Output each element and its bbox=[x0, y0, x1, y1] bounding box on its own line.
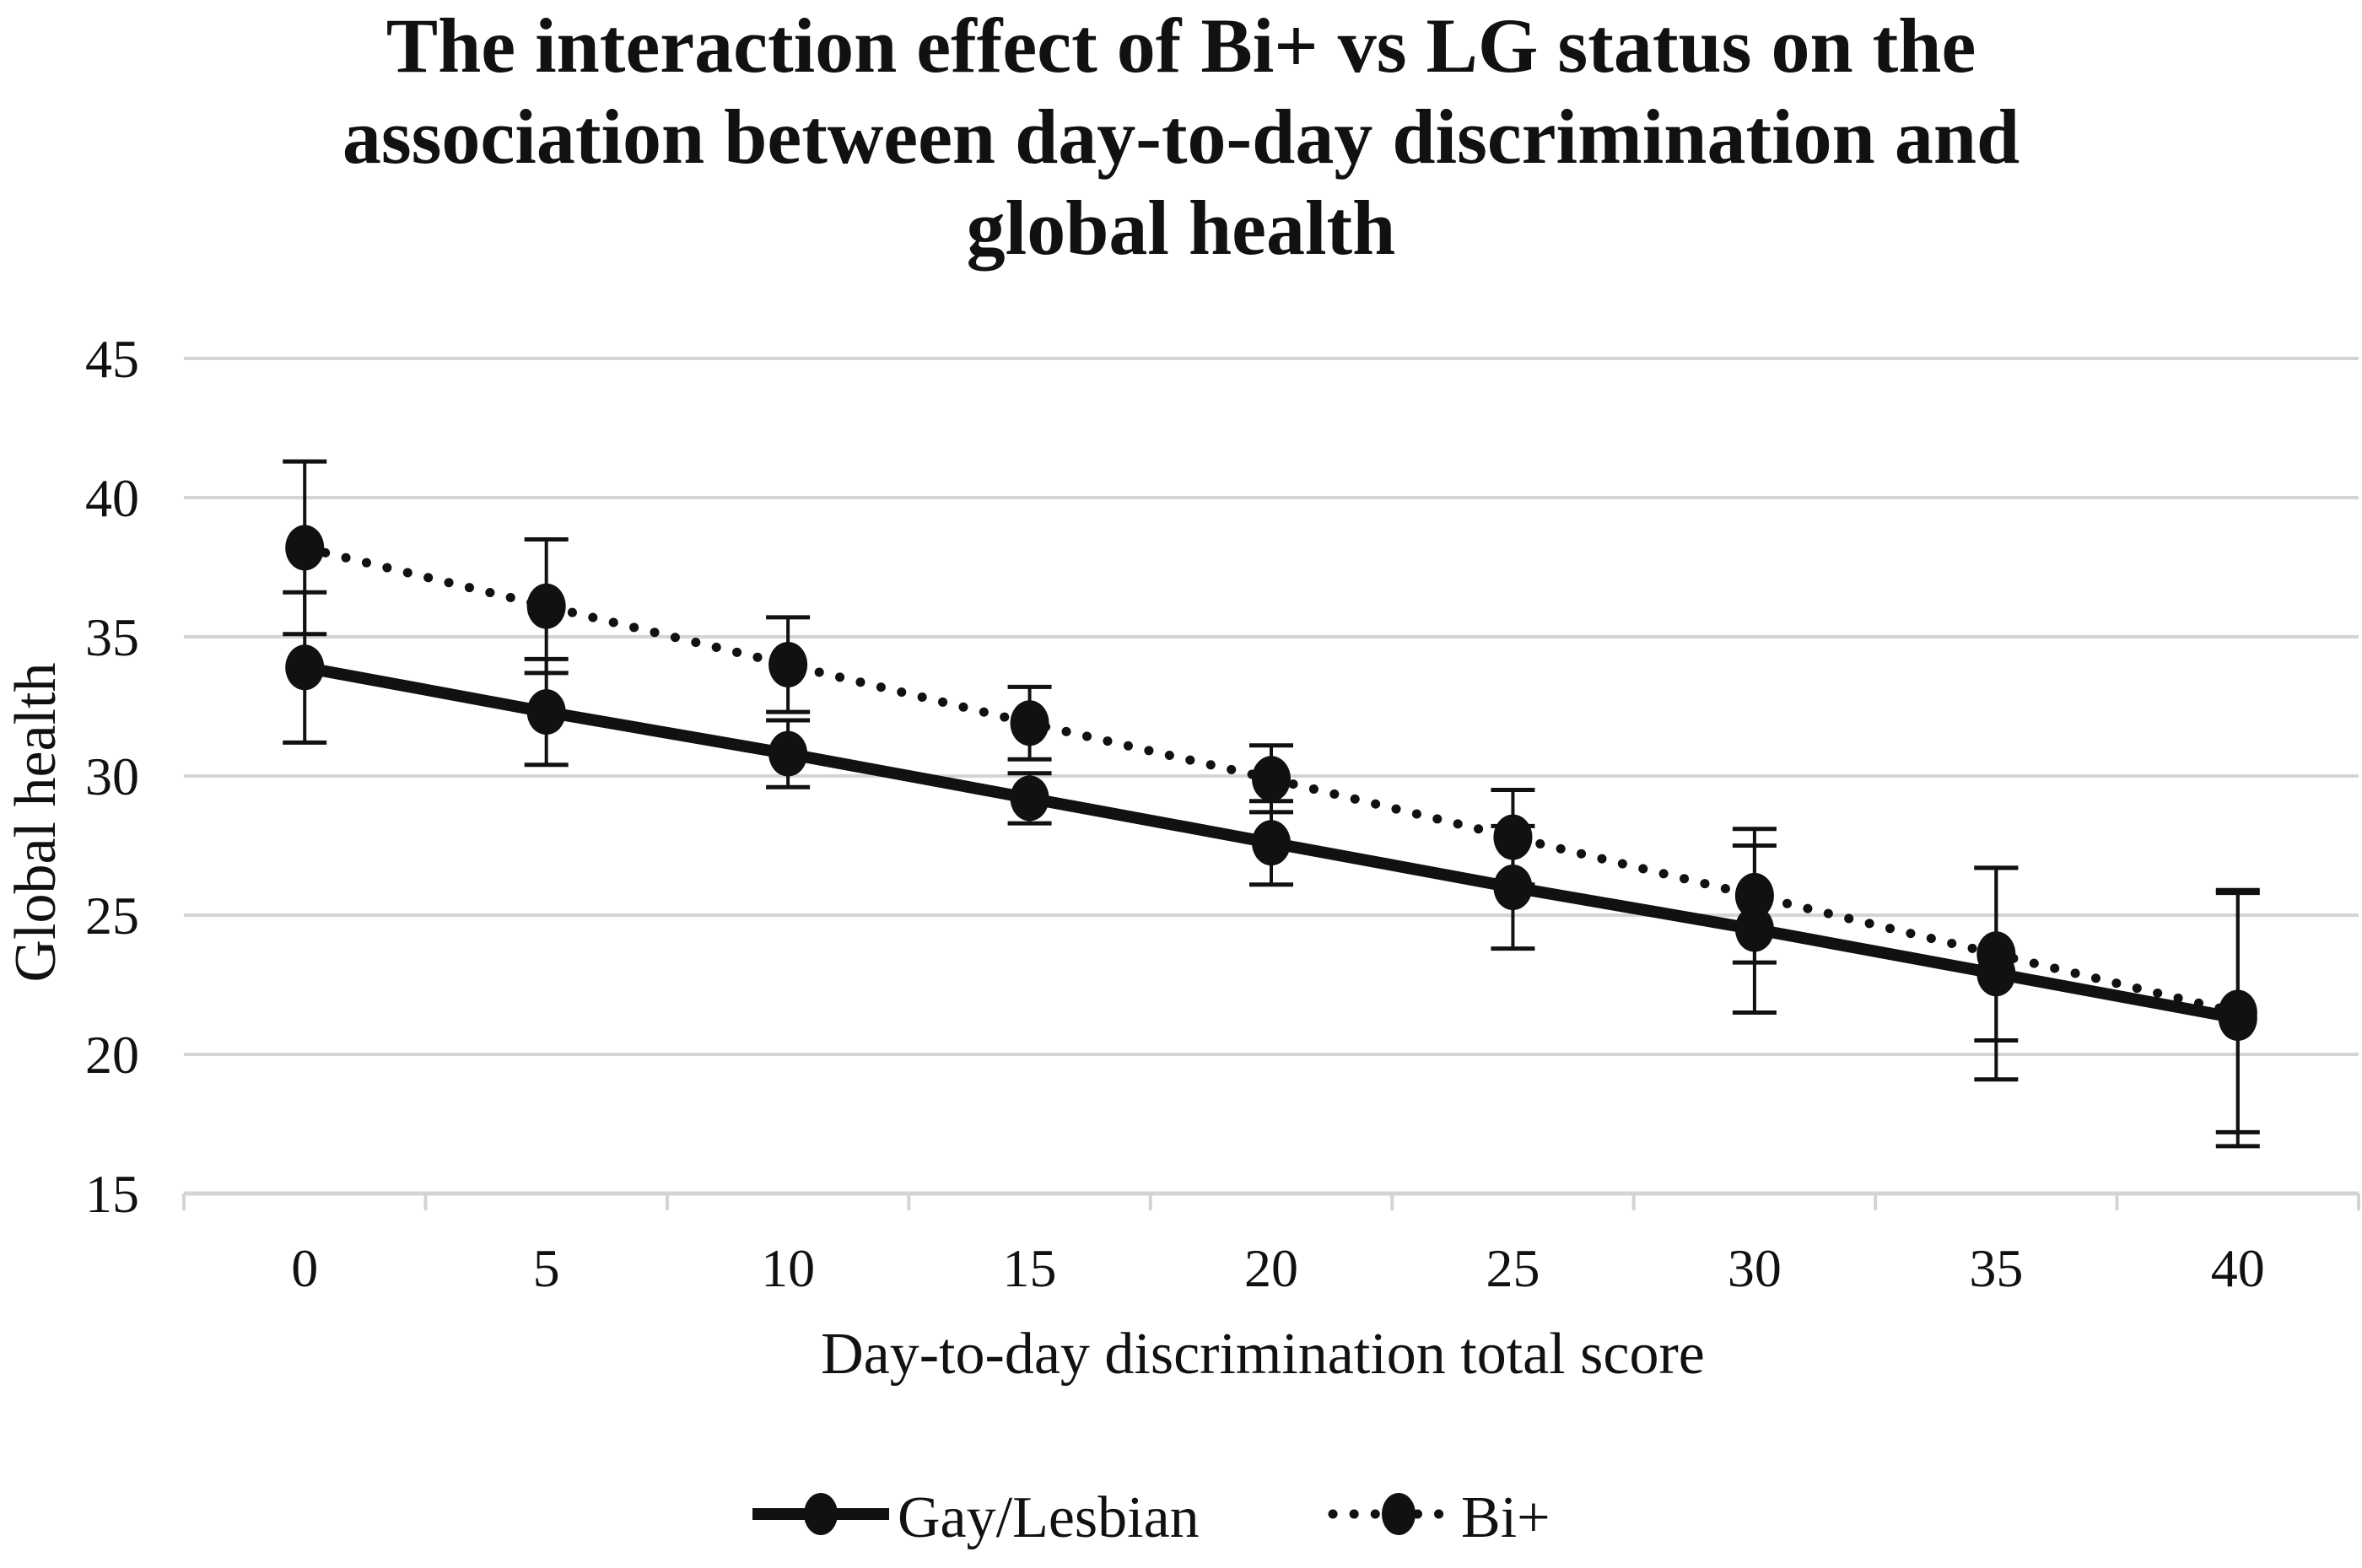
legend-item-gay-lesbian: Gay/Lesbian bbox=[752, 1485, 1200, 1550]
legend-marker bbox=[1382, 1493, 1416, 1535]
x-tick-label: 40 bbox=[2211, 1238, 2265, 1298]
data-point-bi bbox=[285, 525, 325, 571]
y-tick-label: 35 bbox=[85, 607, 139, 667]
data-point-bi bbox=[768, 642, 808, 687]
x-tick-label: 20 bbox=[1244, 1238, 1298, 1298]
x-axis-label: Day-to-day discrimination total score bbox=[821, 1322, 1705, 1387]
series-markers bbox=[285, 525, 2257, 1042]
y-tick-label: 15 bbox=[85, 1164, 139, 1224]
legend-label: Gay/Lesbian bbox=[898, 1485, 1200, 1550]
y-tick-labels: 15 20 25 30 35 40 45 bbox=[85, 329, 139, 1224]
axes bbox=[182, 1191, 2360, 1210]
chart-title: The interaction effect of Bi+ vs LG stat… bbox=[0, 0, 2362, 273]
chart-title-line-1: The interaction effect of Bi+ vs LG stat… bbox=[386, 3, 1976, 89]
data-point-gay-lesbian bbox=[768, 730, 808, 777]
data-point-gay-lesbian bbox=[1252, 820, 1291, 866]
x-tick-label: 25 bbox=[1486, 1238, 1540, 1298]
y-tick-label: 30 bbox=[85, 746, 139, 806]
data-point-bi bbox=[1734, 872, 1774, 919]
error-bars bbox=[283, 459, 2260, 1149]
legend-label: Bi+ bbox=[1461, 1485, 1550, 1550]
chart-title-line-3: global health bbox=[966, 185, 1396, 271]
data-point-bi bbox=[1493, 814, 1533, 860]
x-tick-label: 5 bbox=[533, 1238, 560, 1298]
data-point-bi bbox=[1976, 931, 2016, 978]
y-axis-label: Global health bbox=[3, 662, 68, 982]
y-tick-label: 40 bbox=[85, 468, 139, 528]
x-tick-label: 10 bbox=[761, 1238, 815, 1298]
data-point-gay-lesbian bbox=[285, 644, 325, 691]
data-point-bi bbox=[1010, 700, 1049, 746]
data-point-gay-lesbian bbox=[1734, 906, 1774, 952]
x-tick-label: 0 bbox=[291, 1238, 318, 1298]
chart-title-line-2: association between day-to-day discrimin… bbox=[342, 94, 2020, 180]
data-point-bi bbox=[2218, 989, 2257, 1036]
legend-marker bbox=[804, 1493, 838, 1535]
y-tick-label: 25 bbox=[85, 886, 139, 946]
x-tick-label: 30 bbox=[1728, 1238, 1782, 1298]
data-point-gay-lesbian bbox=[1493, 865, 1533, 910]
x-tick-labels: 0 5 10 15 20 25 30 35 40 bbox=[291, 1238, 2265, 1298]
data-point-gay-lesbian bbox=[1010, 775, 1049, 822]
x-tick-label: 15 bbox=[1003, 1238, 1057, 1298]
data-point-bi bbox=[1252, 756, 1291, 802]
data-point-bi bbox=[526, 583, 566, 629]
x-tick-label: 35 bbox=[1969, 1238, 2023, 1298]
data-point-gay-lesbian bbox=[526, 689, 566, 736]
y-tick-label: 20 bbox=[85, 1025, 139, 1085]
y-tick-label: 45 bbox=[85, 329, 139, 389]
legend: Gay/Lesbian Bi+ bbox=[752, 1485, 1550, 1550]
legend-item-bi-plus: Bi+ bbox=[1328, 1485, 1550, 1550]
